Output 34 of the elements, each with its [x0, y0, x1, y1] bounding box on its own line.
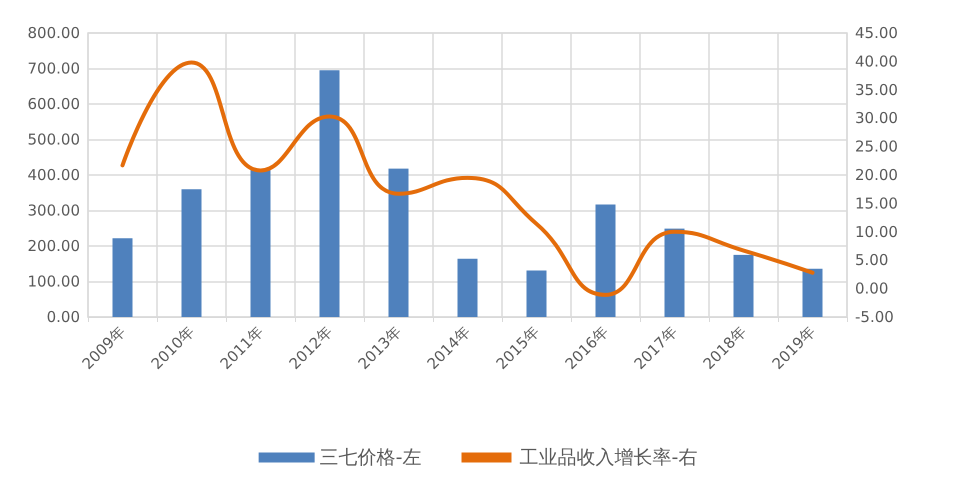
line-series — [120, 60, 814, 297]
bar — [250, 168, 271, 317]
y-tick-label: 400.00 — [28, 166, 80, 184]
bar — [802, 268, 823, 317]
y-tick-label: 700.00 — [28, 60, 80, 78]
y2-tick-label: 0.00 — [855, 280, 888, 298]
bar — [526, 270, 547, 317]
y2-tick-label: -5.00 — [855, 308, 894, 326]
bar — [733, 254, 754, 317]
y-tick-label: 600.00 — [28, 95, 80, 113]
y-tick-label: 800.00 — [28, 24, 80, 42]
legend-label: 三七价格-左 — [320, 446, 422, 468]
bar — [319, 70, 340, 317]
y-tick-label: 200.00 — [28, 237, 80, 255]
bar — [181, 189, 202, 317]
legend-label: 工业品收入增长率-右 — [520, 446, 698, 468]
y-tick-label: 100.00 — [28, 272, 80, 290]
bar — [664, 228, 685, 317]
y2-tick-label: 15.00 — [855, 194, 898, 212]
y2-tick-label: 25.00 — [855, 138, 898, 156]
y-tick-label: 300.00 — [28, 202, 80, 220]
y2-tick-label: 30.00 — [855, 109, 898, 128]
y2-tick-label: 45.00 — [855, 24, 898, 42]
y2-tick-label: 40.00 — [855, 52, 898, 70]
bar — [388, 168, 409, 317]
bar — [457, 258, 478, 317]
y-tick-label: 500.00 — [28, 130, 80, 148]
y2-tick-label: 20.00 — [855, 166, 898, 184]
bar — [112, 238, 133, 317]
y2-tick-label: 35.00 — [855, 80, 898, 99]
bar — [595, 204, 616, 317]
y-tick-label: 0.00 — [46, 308, 80, 326]
y2-tick-label: 5.00 — [855, 251, 888, 270]
y2-tick-label: 10.00 — [855, 222, 898, 241]
